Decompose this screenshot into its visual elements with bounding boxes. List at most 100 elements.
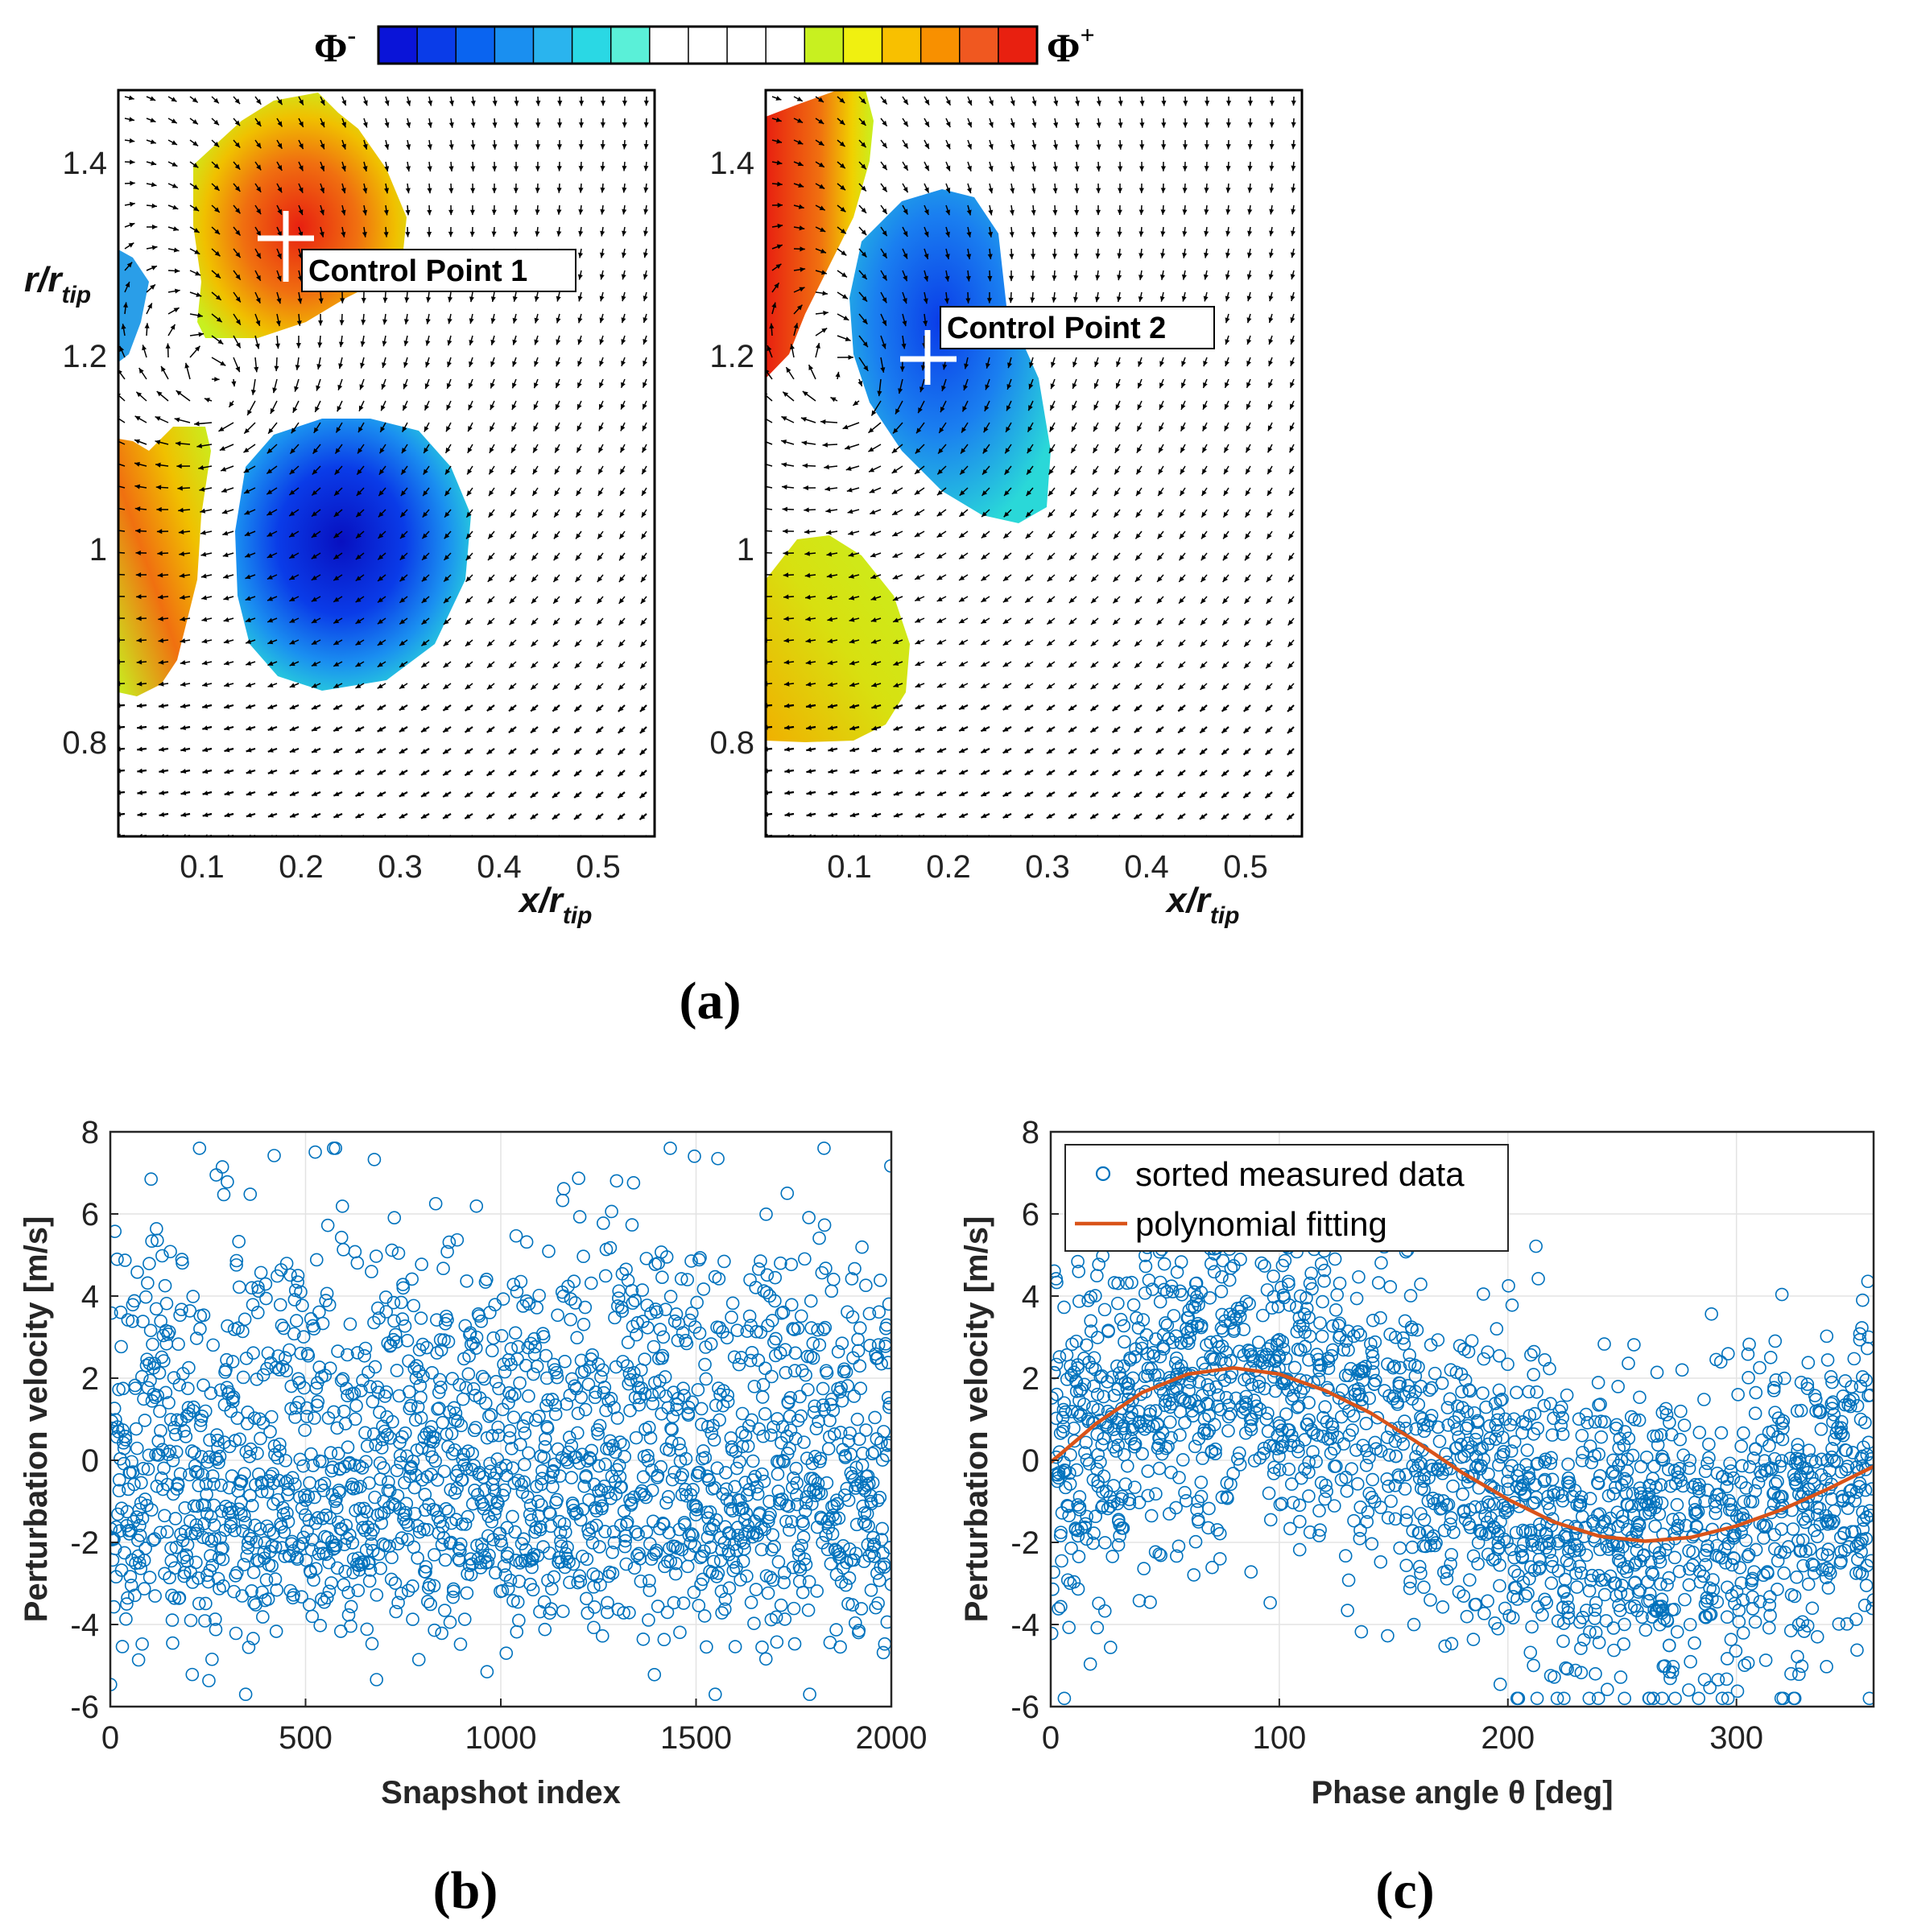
scatter-point	[189, 1555, 203, 1570]
vector-arrow-head	[892, 510, 899, 515]
vector-arrow-head	[845, 466, 852, 471]
vector-arrow-head	[1137, 404, 1143, 411]
vector-arrow-head	[1200, 576, 1206, 582]
vector-arrow-head	[267, 596, 274, 601]
vector-arrow-head	[512, 296, 518, 302]
vector-arrow-head	[313, 427, 319, 433]
vector-arrow-head	[1223, 533, 1229, 539]
vector-arrow-head	[959, 683, 965, 688]
vector-arrow-head	[891, 489, 898, 494]
scatter-point	[204, 1386, 218, 1401]
vector-arrow-head	[1050, 404, 1055, 411]
vector-arrow-head	[1265, 792, 1271, 799]
vector-arrow-head	[443, 792, 449, 797]
scatter-point	[204, 1549, 217, 1563]
vector-arrow-head	[358, 405, 364, 411]
colorbar-cell	[610, 26, 651, 64]
vector-arrow-head	[254, 366, 259, 373]
scatter-point	[582, 1451, 597, 1465]
scatter-point	[407, 1298, 421, 1313]
scatter-point	[256, 1368, 271, 1382]
vector-arrow-head	[1268, 252, 1274, 258]
vector-arrow-head	[600, 122, 605, 128]
vector-arrow-head	[469, 209, 475, 216]
scatter-point	[165, 1613, 180, 1627]
vector-arrow-head	[425, 361, 430, 368]
vector-arrow-head	[962, 406, 967, 412]
vector-arrow-head	[1155, 792, 1162, 798]
vector-arrow-head	[421, 727, 428, 733]
vector-arrow-head	[870, 510, 876, 514]
vector-arrow-head	[213, 119, 219, 126]
scatter-point	[584, 1276, 598, 1290]
scatter-point	[114, 1563, 129, 1577]
scatter-point	[427, 1579, 441, 1593]
scatter-point	[491, 1496, 505, 1510]
vector-arrow-head	[424, 426, 429, 432]
vector-arrow-head	[903, 99, 908, 105]
scatter-point	[229, 1253, 244, 1268]
scatter-point	[134, 1476, 148, 1490]
vector-arrow-head	[553, 576, 559, 582]
vector-arrow-head	[1178, 619, 1184, 625]
vector-arrow-head	[223, 638, 229, 644]
scatter-point	[198, 1614, 212, 1628]
vector-arrow-head	[1160, 231, 1166, 237]
vector-arrow-head	[1047, 683, 1053, 689]
scatter-point	[197, 1498, 212, 1513]
vector-arrow-head	[849, 725, 856, 731]
scatter-point	[654, 1459, 668, 1474]
vector-arrow-head	[861, 185, 866, 192]
scatter-point	[142, 1448, 156, 1463]
vector-arrow-head	[1287, 598, 1294, 604]
scatter-point	[484, 1408, 498, 1422]
vector-arrow-head	[882, 230, 887, 237]
vector-arrow-head	[406, 122, 411, 128]
scatter-point	[587, 1580, 601, 1594]
vector-arrow-head	[936, 618, 943, 623]
vector-arrow-head	[806, 724, 812, 730]
vector-arrow-head	[965, 275, 971, 282]
vector-arrow-head	[276, 298, 282, 304]
scatter-point	[116, 1423, 130, 1437]
scatter-point	[309, 1253, 324, 1267]
scatter-point	[183, 1304, 197, 1318]
vector-arrow-head	[1112, 770, 1118, 776]
vector-arrow-head	[783, 638, 790, 643]
scatter-point	[446, 1590, 460, 1604]
vector-arrow-head	[839, 141, 845, 147]
vector-arrow-head	[799, 225, 805, 231]
scatter-point	[227, 1584, 241, 1599]
vector-arrow-head	[1290, 360, 1295, 366]
vector-arrow-head	[1006, 383, 1012, 390]
scatter-point	[480, 1273, 494, 1286]
vector-arrow-head	[129, 138, 135, 143]
vector-arrow-head	[423, 490, 428, 497]
vector-arrow-head	[338, 341, 344, 348]
vector-arrow-head	[1051, 361, 1056, 368]
vector-arrow-head	[618, 706, 624, 712]
vector-arrow-head	[312, 448, 318, 454]
vector-arrow-head	[445, 447, 451, 453]
scatter-point	[617, 1606, 630, 1620]
vector-arrow-head	[1135, 555, 1141, 561]
vector-arrow-head	[1182, 166, 1188, 171]
vector-arrow-head	[981, 490, 988, 496]
vector-arrow-head	[510, 555, 515, 561]
vector-arrow-head	[534, 339, 539, 345]
vector-arrow-head	[320, 188, 324, 193]
scatter-point	[508, 1525, 522, 1539]
scatter-point	[592, 1459, 606, 1473]
vector-arrow-head	[378, 469, 385, 475]
vector-arrow-head	[1178, 749, 1184, 755]
scatter-point	[291, 1275, 305, 1289]
scatter-point	[168, 1512, 183, 1525]
scatter-point	[560, 1540, 574, 1554]
scatter-point	[597, 1216, 610, 1230]
vector-arrow-head	[1158, 490, 1163, 497]
vector-arrow-head	[147, 303, 152, 309]
scatter-point	[613, 1470, 627, 1484]
vector-arrow-head	[882, 186, 887, 192]
scatter-point	[437, 1464, 452, 1479]
vector-arrow-head	[377, 770, 383, 775]
